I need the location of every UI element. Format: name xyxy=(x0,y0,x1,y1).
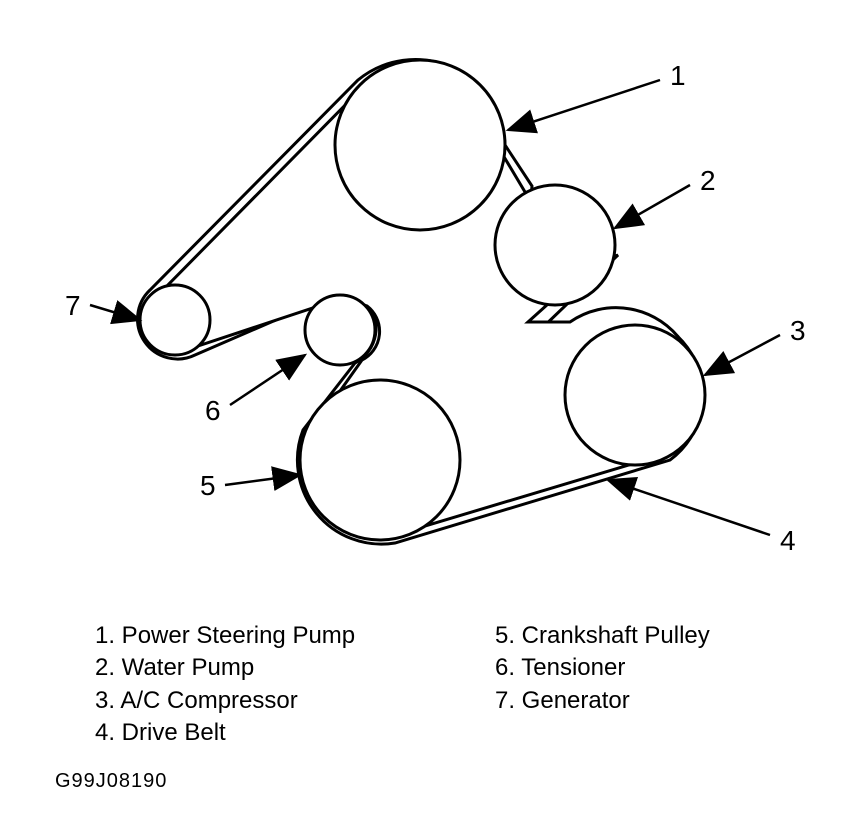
legend-item: 4. Drive Belt xyxy=(95,717,355,749)
figure-id: G99J08190 xyxy=(55,770,167,793)
callout-number-1: 1 xyxy=(670,60,686,92)
belt-diagram-container: 1 2 3 4 5 6 7 1. Power Steering Pump 2. Water … xyxy=(0,0,857,830)
pulley-7 xyxy=(140,285,210,355)
pulley-1 xyxy=(335,60,505,230)
legend-item: 1. Power Steering Pump xyxy=(95,620,355,652)
callout-arrow-4 xyxy=(608,480,770,535)
pulley-3 xyxy=(565,325,705,465)
callout-number-6: 6 xyxy=(205,395,221,427)
legend-item: 6. Tensioner xyxy=(495,652,710,684)
callout-number-7: 7 xyxy=(65,290,81,322)
pulley-6 xyxy=(305,295,375,365)
legend-right: 5. Crankshaft Pulley 6. Tensioner 7. Gen… xyxy=(495,620,710,717)
legend-item: 5. Crankshaft Pulley xyxy=(495,620,710,652)
legend-item: 7. Generator xyxy=(495,685,710,717)
legend-item: 3. A/C Compressor xyxy=(95,685,355,717)
callout-arrow-6 xyxy=(230,355,305,405)
callout-arrow-5 xyxy=(225,475,300,485)
belt-diagram-svg xyxy=(0,0,857,600)
callout-number-4: 4 xyxy=(780,525,796,557)
pulley-2 xyxy=(495,185,615,305)
callout-arrow-7 xyxy=(90,305,140,320)
callout-arrow-2 xyxy=(615,185,690,228)
legend-left: 1. Power Steering Pump 2. Water Pump 3. … xyxy=(95,620,355,750)
callout-arrow-1 xyxy=(508,80,660,130)
legend-item: 2. Water Pump xyxy=(95,652,355,684)
callout-number-3: 3 xyxy=(790,315,806,347)
pulley-5 xyxy=(300,380,460,540)
callout-arrow-3 xyxy=(705,335,780,375)
callout-number-2: 2 xyxy=(700,165,716,197)
callout-number-5: 5 xyxy=(200,470,216,502)
